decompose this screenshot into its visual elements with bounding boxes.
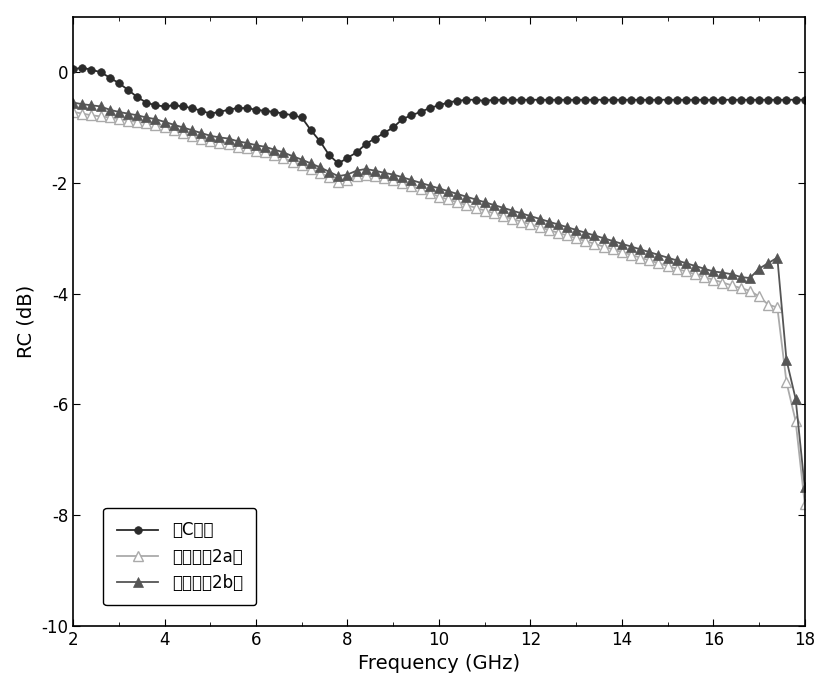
Line: 蜂窝（图2a）: 蜂窝（图2a） [68,108,810,509]
蜂窝（图2a） [68,108,78,116]
Line: 无C纤维: 无C纤维 [69,63,809,167]
蜂窝（图2a） [525,220,535,228]
无C纤维 [543,96,553,104]
蜂窝（图2b） [800,483,810,491]
X-axis label: Frequency (GHz): Frequency (GHz) [358,654,520,673]
蜂窝（图2b） [662,253,672,262]
无C纤维 [489,96,499,104]
Legend: 无C纤维, 蜂窝（图2a）, 蜂窝（图2b）: 无C纤维, 蜂窝（图2a）, 蜂窝（图2b） [103,508,256,605]
无C纤维 [745,96,755,104]
无C纤维 [626,96,636,104]
蜂窝（图2a） [607,245,617,253]
无C纤维 [681,96,691,104]
无C纤维 [77,63,87,72]
蜂窝（图2b） [525,212,535,220]
蜂窝（图2b） [471,195,481,204]
蜂窝（图2a） [471,204,481,212]
无C纤维 [334,159,344,168]
蜂窝（图2a） [662,262,672,270]
蜂窝（图2a） [800,500,810,509]
无C纤维 [800,96,810,104]
无C纤维 [68,65,78,73]
蜂窝（图2b） [699,264,709,273]
Line: 蜂窝（图2b）: 蜂窝（图2b） [68,98,810,492]
无C纤维 [717,96,727,104]
蜂窝（图2a） [699,273,709,281]
蜂窝（图2b） [726,270,736,278]
Y-axis label: RC (dB): RC (dB) [17,285,36,358]
蜂窝（图2b） [68,99,78,107]
蜂窝（图2b） [607,237,617,245]
蜂窝（图2a） [726,281,736,289]
